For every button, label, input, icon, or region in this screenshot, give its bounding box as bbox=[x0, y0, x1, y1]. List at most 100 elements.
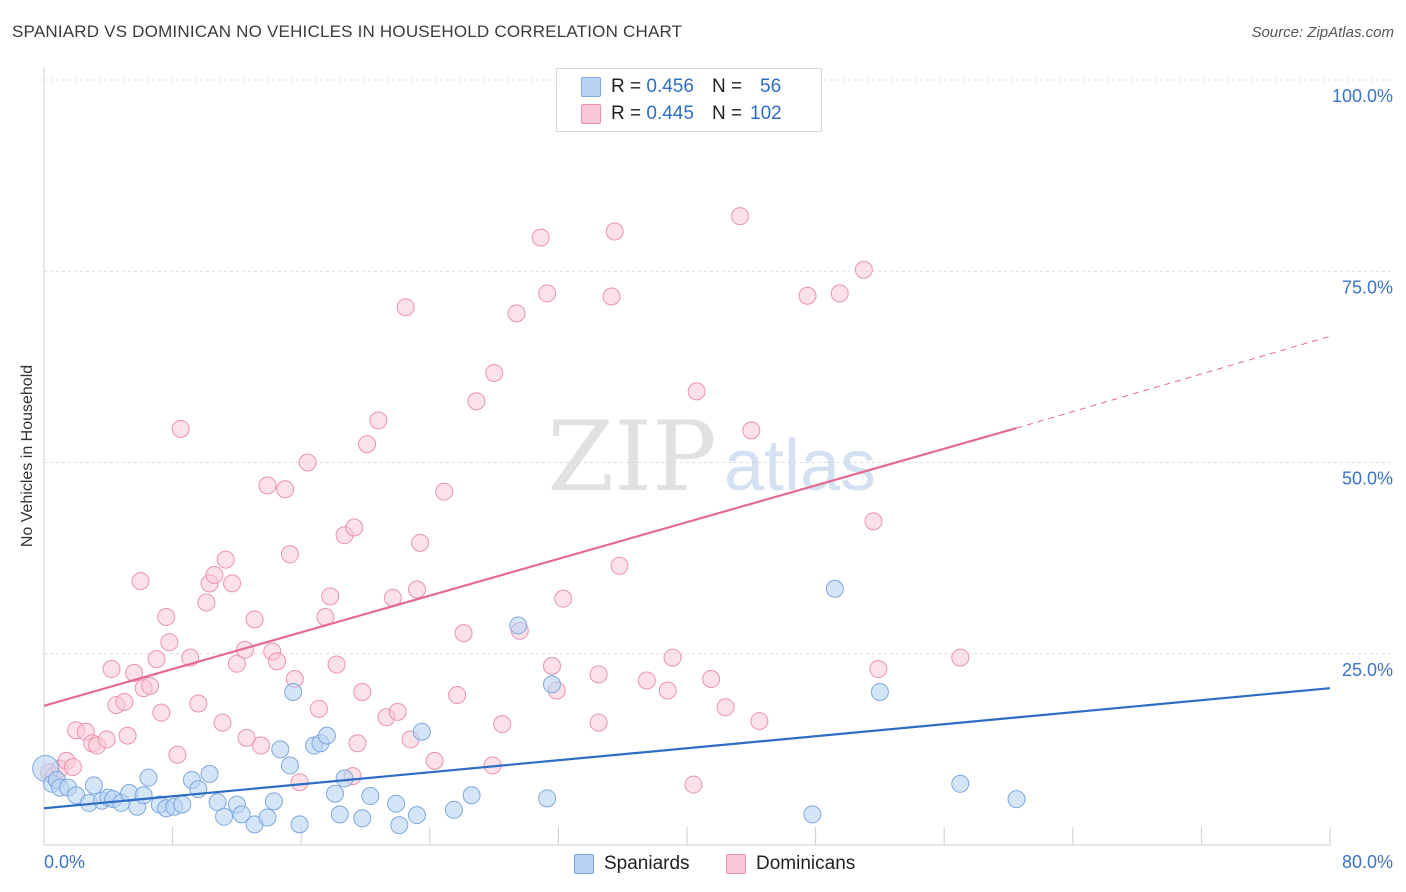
spaniards-trend-line bbox=[43, 687, 1331, 810]
spaniards-point bbox=[407, 806, 426, 825]
n-value: 102 bbox=[750, 103, 782, 124]
dominicans-points bbox=[39, 207, 970, 794]
spaniards-point bbox=[317, 726, 336, 745]
r-label: R = bbox=[611, 76, 642, 97]
dominicans-point bbox=[396, 298, 415, 317]
dominicans-point bbox=[102, 660, 121, 679]
spaniards-point bbox=[412, 722, 431, 741]
dominicans-point bbox=[216, 550, 235, 569]
spaniards-point bbox=[390, 816, 409, 835]
dominicans-point bbox=[869, 660, 888, 679]
x-tick-label: 80.0% bbox=[1342, 852, 1393, 872]
spaniards-point bbox=[258, 808, 277, 827]
r-label: R = bbox=[611, 103, 642, 124]
dominicans-point bbox=[411, 533, 430, 552]
dominicans-point bbox=[435, 482, 454, 501]
dominicans-point bbox=[97, 730, 116, 749]
y-tick-label: 75.0% bbox=[1342, 277, 1393, 297]
legend-row-dominicans: R = 0.445 N = 102 bbox=[581, 103, 782, 125]
spaniards-point bbox=[330, 805, 349, 824]
dominicans-swatch bbox=[726, 854, 746, 874]
dominicans-swatch bbox=[581, 104, 601, 124]
stats-legend: R = 0.456 N = 56 R = 0.445 N = 102 bbox=[556, 68, 822, 132]
dominicans-point bbox=[407, 580, 426, 599]
n-label: N = bbox=[711, 76, 743, 97]
dominicans-point bbox=[168, 745, 187, 764]
spaniards-point bbox=[387, 794, 406, 813]
spaniards-point bbox=[173, 795, 192, 814]
dominicans-point bbox=[115, 692, 134, 711]
dominicans-point bbox=[258, 476, 277, 495]
spaniards-point bbox=[264, 792, 283, 811]
dominicans-point bbox=[213, 713, 232, 732]
dominicans-point bbox=[245, 610, 264, 629]
spaniards-point bbox=[444, 800, 463, 819]
dominicans-point bbox=[141, 676, 160, 695]
spaniards-point bbox=[1007, 790, 1026, 809]
chart-title: SPANIARD VS DOMINICAN NO VEHICLES IN HOU… bbox=[12, 22, 683, 41]
spaniards-point bbox=[335, 769, 354, 788]
spaniards-point bbox=[139, 768, 158, 787]
spaniards-swatch bbox=[574, 854, 594, 874]
spaniards-point bbox=[232, 805, 251, 824]
dominicans-point bbox=[702, 669, 721, 688]
spaniards-point bbox=[215, 807, 234, 826]
dominicans-point bbox=[798, 286, 817, 305]
dominicans-point bbox=[280, 545, 299, 564]
spaniards-point bbox=[271, 740, 290, 759]
dominicans-point bbox=[507, 304, 526, 323]
spaniards-legend-label: Spaniards bbox=[604, 853, 690, 874]
dominicans-point bbox=[388, 702, 407, 721]
spaniards-point bbox=[825, 579, 844, 598]
dominicans-point bbox=[237, 728, 256, 747]
dominicans-point bbox=[358, 435, 377, 454]
n-label: N = bbox=[711, 103, 743, 124]
dominicans-point bbox=[589, 713, 608, 732]
dominicans-point bbox=[716, 698, 735, 717]
spaniards-points bbox=[32, 579, 1026, 835]
dominicans-point bbox=[637, 671, 656, 690]
dominicans-point bbox=[157, 608, 176, 627]
legend-row-spaniards: R = 0.456 N = 56 bbox=[581, 76, 781, 98]
dominicans-point bbox=[205, 565, 224, 584]
dominicans-point bbox=[63, 757, 82, 776]
dominicans-point bbox=[731, 207, 750, 226]
dominicans-point bbox=[589, 665, 608, 684]
n-value: 56 bbox=[760, 76, 782, 97]
spaniards-point bbox=[134, 786, 153, 805]
tick-labels: 100.0% 75.0% 50.0% 25.0% 0.0% 80.0% bbox=[44, 86, 1393, 872]
spaniards-point bbox=[284, 683, 303, 701]
dominicans-point bbox=[663, 648, 682, 667]
dominicans-point bbox=[268, 652, 287, 671]
spaniards-point bbox=[84, 776, 103, 795]
axes bbox=[43, 68, 1331, 846]
y-tick-label: 50.0% bbox=[1342, 469, 1393, 489]
bottom-legend-spaniards[interactable]: Spaniards bbox=[574, 852, 690, 876]
dominicans-point bbox=[298, 453, 317, 472]
dominicans-point bbox=[467, 392, 486, 411]
spaniards-point bbox=[361, 787, 380, 806]
dominicans-point bbox=[531, 228, 550, 247]
dominicans-point bbox=[227, 654, 246, 673]
spaniards-point bbox=[290, 815, 309, 834]
dominicans-point bbox=[171, 419, 190, 438]
y-tick-label: 100.0% bbox=[1332, 86, 1393, 106]
spaniards-point bbox=[870, 683, 889, 701]
dominicans-point bbox=[223, 574, 242, 593]
spaniards-point bbox=[325, 784, 344, 803]
dominicans-point bbox=[658, 681, 677, 700]
r-value: 0.456 bbox=[646, 76, 694, 97]
dominicans-point bbox=[554, 589, 573, 608]
dominicans-point bbox=[118, 726, 137, 745]
bottom-legend-dominicans[interactable]: Dominicans bbox=[726, 852, 855, 876]
spaniards-point bbox=[803, 805, 822, 824]
dominicans-point bbox=[951, 648, 970, 667]
dominicans-point bbox=[750, 712, 769, 731]
dominicans-point bbox=[425, 751, 444, 770]
dominicans-point bbox=[348, 734, 367, 753]
dominicans-point bbox=[321, 587, 340, 606]
spaniards-swatch bbox=[581, 77, 601, 97]
y-tick-label: 25.0% bbox=[1342, 660, 1393, 680]
dominicans-legend-label: Dominicans bbox=[756, 853, 856, 874]
